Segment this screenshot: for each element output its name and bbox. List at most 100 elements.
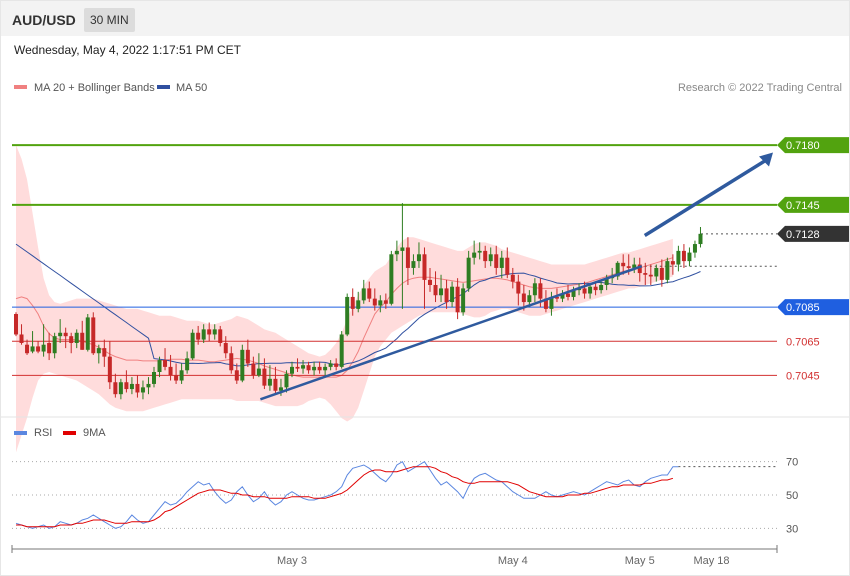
candle-body (593, 286, 598, 291)
candle-body (135, 383, 140, 393)
candle-body (218, 329, 223, 343)
symbol-title: AUD/USD (12, 12, 76, 28)
candle-body (532, 283, 537, 296)
top-bar: AUD/USD 30 MIN (1, 1, 849, 36)
candle-body (328, 363, 333, 367)
rsi-line (15, 461, 679, 529)
candle-body (74, 332, 79, 343)
candle-body (190, 332, 195, 359)
candle-body (692, 244, 697, 253)
candle-body (643, 273, 648, 275)
rsi-level-label: 50 (786, 490, 798, 502)
legend-ma9-label: 9MA (83, 427, 106, 439)
candle-body (323, 366, 328, 371)
candle-body (146, 383, 151, 388)
candle-body (251, 363, 256, 376)
legend-rsi-swatch (14, 431, 27, 435)
candle-body (659, 267, 664, 280)
rsi-ma9-line (16, 466, 674, 528)
candle-body (30, 346, 35, 352)
candle-body (505, 257, 510, 275)
candle-body (58, 332, 63, 337)
candle-body (140, 387, 145, 393)
candle-body (69, 336, 74, 343)
candle-body (466, 257, 471, 289)
x-tick-label: May 3 (277, 555, 307, 567)
candle-body (96, 348, 101, 354)
projection-arrow-head (759, 152, 773, 167)
candle-body (615, 262, 620, 277)
candle-body (455, 286, 460, 313)
level-label: 0.7045 (786, 370, 820, 382)
candle-body (428, 279, 432, 285)
candle-body (284, 373, 289, 388)
x-tick-label: May 18 (693, 555, 729, 567)
candle-body (405, 247, 410, 268)
candle-body (444, 288, 449, 303)
candle-body (521, 293, 526, 303)
candle-body (543, 298, 548, 309)
candle-body (599, 285, 604, 291)
candle-body (416, 254, 421, 262)
candle-body (538, 283, 543, 299)
candle-body (499, 257, 504, 268)
level-tag (777, 137, 849, 154)
level-label: 0.7065 (786, 336, 820, 348)
candle-body (433, 285, 438, 296)
candle-body (361, 288, 366, 301)
x-tick-label: May 4 (498, 555, 528, 567)
candle-body (207, 329, 212, 335)
candle-body (63, 332, 68, 337)
candle-body (472, 252, 477, 258)
candle-body (223, 343, 228, 354)
candle-body (102, 348, 107, 357)
level-label: 0.7128 (786, 229, 820, 241)
legend-ma50-label: MA 50 (176, 82, 207, 94)
candle-body (488, 254, 493, 262)
level-tag (777, 299, 849, 316)
candle-body (163, 360, 168, 367)
candle-body (91, 317, 96, 354)
candle-body (527, 295, 532, 303)
candle-body (604, 278, 609, 285)
level-label: 0.7145 (786, 200, 820, 212)
credit-label: Research © 2022 Trading Central (678, 82, 842, 94)
candle-body (168, 366, 173, 376)
legend-ma9-swatch (63, 431, 76, 435)
candle-body (107, 356, 112, 383)
candle-body (400, 247, 405, 251)
candle-body (80, 332, 85, 350)
candle-body (450, 286, 455, 303)
candle-body (560, 293, 565, 299)
candle-body (196, 332, 201, 340)
x-tick-label: May 5 (625, 555, 655, 567)
candle-body (422, 254, 427, 280)
candle-body (566, 293, 570, 297)
candle-body (648, 274, 653, 277)
legend-bb-label: MA 20 + Bollinger Bands (34, 82, 155, 94)
candle-body (698, 233, 703, 245)
candle-body (334, 363, 339, 367)
candle-body (670, 261, 675, 265)
candle-body (179, 370, 184, 381)
candle-body (378, 300, 383, 306)
legend-rsi-label: RSI (34, 427, 52, 439)
candle-body (278, 387, 283, 391)
candle-body (681, 250, 686, 262)
candle-body (113, 382, 118, 395)
candle-body (516, 281, 521, 294)
timeframe-button[interactable]: 30 MIN (84, 8, 135, 32)
candle-body (350, 296, 355, 309)
rsi-level-label: 30 (786, 523, 798, 535)
candle-body (118, 382, 123, 395)
candle-body (439, 288, 444, 296)
bollinger-band (16, 145, 673, 453)
legend-ma50-swatch (157, 85, 170, 89)
candle-body (549, 296, 554, 309)
level-label: 0.7180 (786, 140, 820, 152)
candle-body (229, 353, 234, 371)
candle-body (174, 375, 179, 381)
candle-body (372, 298, 377, 306)
